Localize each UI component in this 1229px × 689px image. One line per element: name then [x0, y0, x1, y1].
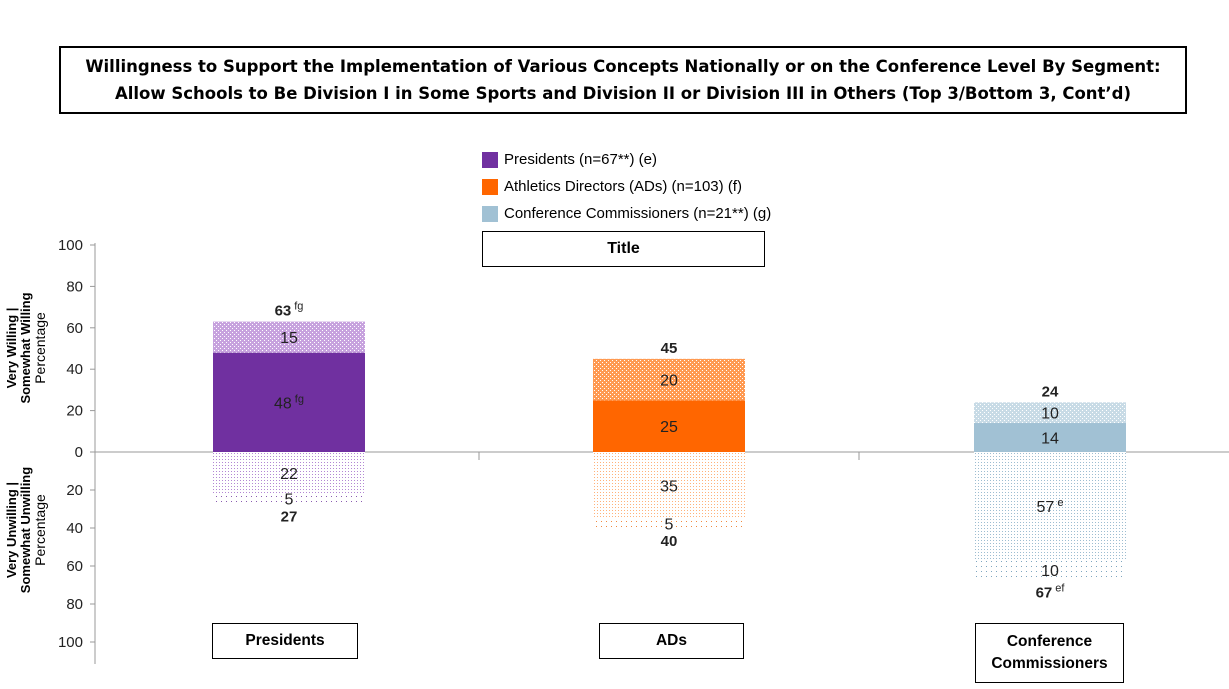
panel-title: Title: [482, 231, 765, 267]
bar-somewhat-willing-ads: [593, 358, 745, 401]
category-box-commissioners: Conference Commissioners: [975, 623, 1124, 683]
data-label-somewhat-willing-ads: 20: [660, 373, 678, 390]
y-tick-label-5: 0: [75, 444, 83, 461]
bar-somewhat-unwilling-presidents: [213, 452, 365, 494]
bar-very-unwilling-presidents: [213, 493, 365, 504]
data-label-very-unwilling-presidents: 5: [285, 492, 294, 509]
category-box-presidents: Presidents: [212, 623, 358, 659]
chart-title-line1: Willingness to Support the Implementatio…: [85, 57, 1161, 76]
data-label-very-willing-commissioners: 14: [1041, 431, 1059, 448]
y-tick-label-0: 100: [58, 237, 83, 254]
legend-item-presidents: Presidents (n=67**) (e): [482, 146, 771, 173]
total-willing-ads: 45: [661, 340, 678, 357]
legend-label-commissioners: Conference Commissioners (n=21**) (g): [504, 205, 772, 222]
legend-label-ads: Athletics Directors (ADs) (n=103) (f): [504, 178, 742, 195]
total-unwilling-commissioners: 67 ef: [1036, 582, 1066, 601]
chart-title: Willingness to Support the Implementatio…: [59, 46, 1187, 114]
y-tick-label-9: 80: [66, 596, 83, 613]
y-tick-label-6: 20: [66, 482, 83, 499]
data-label-somewhat-willing-commissioners: 10: [1041, 406, 1059, 423]
bar-somewhat-willing-commissioners: [974, 402, 1126, 424]
y-tick-label-4: 20: [66, 403, 83, 420]
legend-swatch-commissioners: [482, 205, 498, 222]
y-tick-label-7: 40: [66, 520, 83, 537]
y-tick-label-2: 60: [66, 320, 83, 337]
y-tick-label-3: 40: [66, 361, 83, 378]
total-willing-presidents: 63 fg: [275, 301, 304, 320]
bar-somewhat-unwilling-ads: [593, 452, 745, 519]
data-label-somewhat-willing-presidents: 15: [280, 330, 298, 347]
data-label-very-willing-ads: 25: [660, 419, 678, 436]
legend: Presidents (n=67**) (e) Athletics Direct…: [482, 146, 771, 227]
legend-label-presidents: Presidents (n=67**) (e): [504, 151, 657, 168]
data-label-somewhat-unwilling-presidents: 22: [280, 466, 298, 483]
data-label-very-unwilling-ads: 5: [665, 516, 674, 533]
data-label-somewhat-unwilling-ads: 35: [660, 478, 678, 495]
bar-somewhat-willing-presidents: [213, 321, 365, 353]
bar-very-willing-presidents: [213, 352, 365, 452]
data-label-somewhat-unwilling-commissioners: 57 e: [1037, 497, 1064, 516]
data-label-very-unwilling-commissioners: 10: [1041, 563, 1059, 580]
category-box-ads: ADs: [599, 623, 744, 659]
total-unwilling-presidents: 27: [281, 508, 298, 525]
legend-swatch-ads: [482, 178, 498, 195]
legend-item-ads: Athletics Directors (ADs) (n=103) (f): [482, 173, 771, 200]
chart-title-line2: Allow Schools to Be Division I in Some S…: [114, 84, 1132, 103]
y-tick-label-8: 60: [66, 558, 83, 575]
data-label-very-willing-presidents: 48 fg: [274, 393, 304, 412]
bar-very-unwilling-ads: [593, 518, 745, 528]
legend-item-commissioners: Conference Commissioners (n=21**) (g): [482, 200, 771, 227]
legend-swatch-presidents: [482, 151, 498, 168]
total-willing-commissioners: 24: [1042, 383, 1059, 400]
bar-very-unwilling-commissioners: [974, 560, 1126, 580]
bar-very-willing-commissioners: [974, 423, 1126, 452]
y-tick-label-1: 80: [66, 278, 83, 295]
y-tick-label-10: 100: [58, 634, 83, 651]
bar-somewhat-unwilling-commissioners: [974, 452, 1126, 561]
bar-very-willing-ads: [593, 400, 745, 452]
total-unwilling-ads: 40: [661, 533, 678, 550]
